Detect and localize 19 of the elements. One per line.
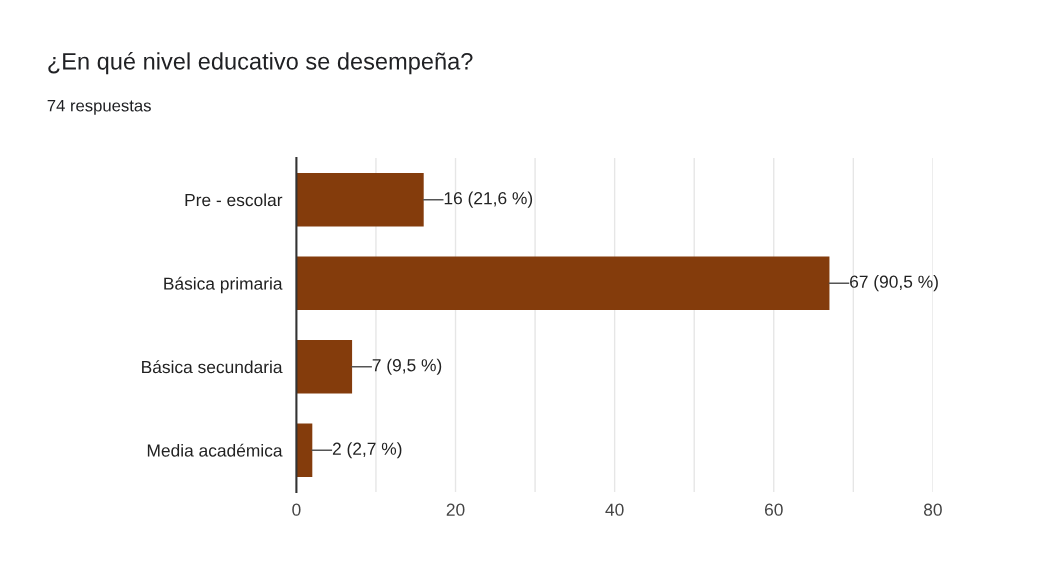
x-tick-label: 0	[292, 503, 301, 516]
chart-title: ¿En qué nivel educativo se desempeña?	[48, 52, 473, 75]
x-tick-label: 20	[446, 503, 465, 516]
bar	[296, 256, 830, 310]
x-tick-label: 40	[605, 503, 624, 516]
y-tick-label: Pre - escolar	[185, 193, 283, 207]
bar	[296, 172, 424, 227]
data-label: 67 (90,5 %)	[850, 275, 938, 292]
bar	[296, 340, 353, 394]
y-tick-label: Básica secundaria	[142, 360, 283, 374]
x-tick-label: 60	[764, 503, 783, 516]
data-label: 7 (9,5 %)	[372, 358, 442, 375]
data-label: 16 (21,6 %)	[444, 191, 533, 208]
y-tick-label: Media académica	[147, 443, 283, 457]
x-tick-label: 80	[923, 503, 942, 516]
data-label: 2 (2,7 %)	[332, 442, 402, 459]
text: 74 respuestas	[47, 99, 151, 115]
y-tick-label: Básica primaria	[164, 276, 283, 294]
bar	[296, 423, 313, 477]
